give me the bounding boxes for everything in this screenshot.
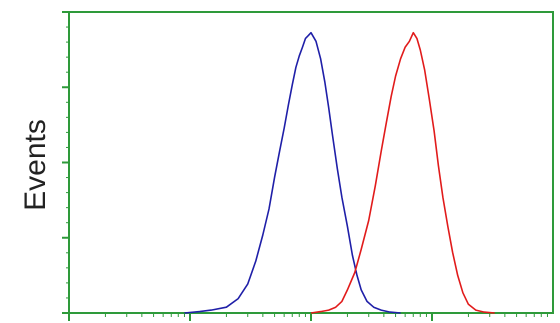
histogram-series-1: [184, 31, 401, 314]
histogram-series-2: [310, 31, 495, 314]
plot-frame: [68, 11, 554, 314]
